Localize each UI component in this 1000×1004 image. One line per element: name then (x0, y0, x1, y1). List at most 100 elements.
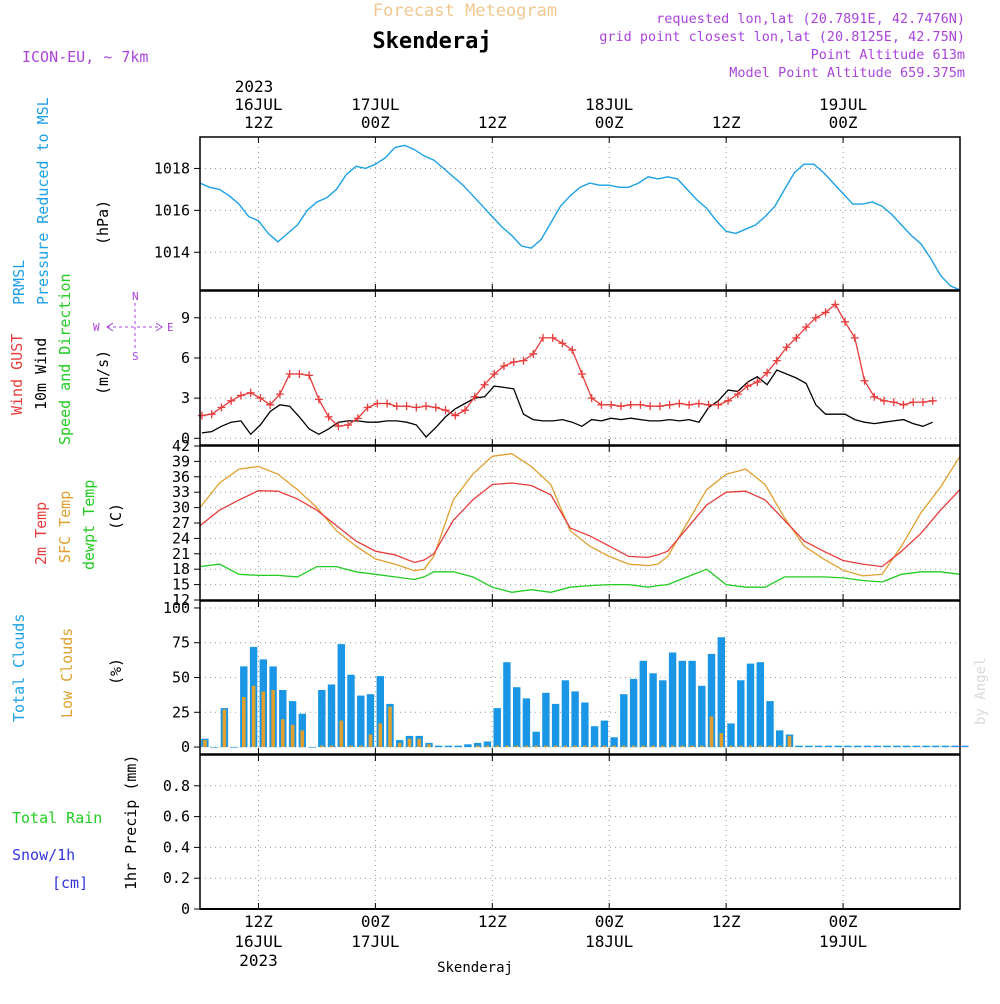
p3-label-a: 2m Temp (32, 502, 50, 565)
low-cloud-bar (407, 738, 412, 747)
gust-marker (334, 422, 343, 431)
gust-marker (636, 400, 645, 409)
gust-marker (831, 300, 840, 309)
title-top: Forecast Meteogram (373, 1, 557, 21)
low-cloud-bar (729, 745, 733, 748)
p5-label-a: Total Rain (12, 809, 102, 827)
ytick-label: 0.4 (163, 838, 190, 856)
total-cloud-bar (951, 745, 959, 748)
gust-marker (461, 406, 470, 415)
gust-line (201, 303, 933, 427)
low-cloud-bar (485, 745, 490, 748)
gust-marker (227, 396, 236, 405)
model-altitude: Model Point Altitude 659.375m (729, 65, 965, 81)
gust-marker (529, 349, 538, 358)
gust-marker (928, 396, 937, 405)
compass-e: E (167, 321, 174, 334)
ytick-label: 0.2 (163, 869, 190, 887)
gust-marker (607, 400, 616, 409)
low-cloud-bar (758, 745, 763, 748)
panel-pressure: 1014 1016 1018 (154, 137, 960, 290)
total-cloud-bar (931, 745, 940, 748)
low-cloud-bar (261, 691, 266, 747)
ytick-label: 1016 (154, 201, 190, 219)
compass-n: N (132, 290, 139, 303)
gust-marker (422, 402, 431, 411)
ytick-label: 25 (172, 703, 190, 721)
low-cloud-bar (631, 745, 636, 748)
gust-marker (655, 402, 664, 411)
total-cloud-bar (893, 745, 901, 748)
panel-frame (199, 445, 961, 601)
total-cloud-bar (551, 703, 560, 747)
low-cloud-bar (281, 719, 285, 747)
total-cloud-bar (503, 662, 511, 747)
gust-marker (733, 390, 742, 399)
bottom-tick-hour: 12Z (712, 912, 741, 931)
low-cloud-bar (641, 745, 646, 748)
station-title: Skenderaj (372, 29, 491, 54)
top-year: 2023 (235, 77, 274, 96)
gust-marker (480, 380, 489, 389)
gust-marker (724, 396, 733, 405)
gust-marker (295, 370, 304, 379)
p4-unit: (%) (107, 658, 125, 685)
p3-label-c: dewpt Temp (80, 480, 98, 570)
total-cloud-bar (318, 690, 326, 747)
total-cloud-bar (717, 637, 725, 748)
ytick-label: 9 (181, 309, 190, 327)
low-cloud-bar (368, 734, 373, 747)
low-cloud-bar (514, 745, 519, 748)
low-cloud-bar (495, 745, 499, 748)
point-altitude: Point Altitude 613m (811, 47, 965, 63)
gust-marker (402, 402, 411, 411)
ytick-label: 0 (181, 429, 190, 447)
ytick-label: 42 (172, 437, 190, 455)
ytick-label: 15 (172, 576, 190, 594)
gust-marker (918, 398, 927, 407)
low-cloud-bar (719, 733, 724, 747)
panel-wind: 0 3 6 9 (181, 291, 960, 447)
total-cloud-bar (347, 674, 355, 747)
gust-marker (616, 402, 625, 411)
gust-marker (500, 361, 508, 370)
ytick-label: 1014 (154, 243, 190, 261)
ytick-label: 12 (172, 591, 190, 609)
low-cloud-bar (544, 745, 548, 748)
ytick-label: 6 (181, 349, 190, 367)
total-cloud-bar (941, 745, 950, 748)
low-cloud-bar (290, 724, 295, 748)
sfc-temp-line (199, 453, 961, 577)
low-cloud-bar (612, 745, 616, 748)
svg-text:by Angel: by Angel (973, 658, 989, 725)
gust-marker (509, 357, 518, 366)
low-cloud-bar (329, 745, 334, 748)
svg-text:(C): (C) (107, 503, 125, 530)
p1-label-a: PRMSL (10, 260, 28, 305)
ytick-label: 33 (172, 483, 190, 501)
total-cloud-bar (308, 747, 316, 748)
top-tick-date: 17JUL (351, 95, 399, 114)
p2-unit: (m/s) (94, 350, 112, 395)
low-cloud-bar (524, 745, 529, 748)
total-cloud-bar (698, 685, 706, 747)
total-cloud-bar (590, 726, 599, 748)
total-cloud-bar (532, 731, 540, 747)
p2-label-c: Speed and Direction (56, 273, 74, 445)
total-cloud-bar (756, 662, 764, 747)
gust-marker (236, 391, 245, 400)
gust-marker (753, 378, 762, 387)
svg-text:Pressure Reduced to MSL: Pressure Reduced to MSL (34, 97, 52, 305)
total-cloud-bar (571, 691, 579, 747)
gust-marker (860, 376, 869, 385)
gust-marker (246, 388, 255, 397)
low-cloud-bar (700, 745, 704, 748)
low-cloud-bar (427, 744, 431, 748)
total-cloud-bar (376, 676, 384, 747)
low-cloud-bar (359, 745, 363, 748)
gust-marker (880, 396, 888, 405)
gust-marker (899, 400, 908, 409)
gust-marker (782, 343, 791, 352)
